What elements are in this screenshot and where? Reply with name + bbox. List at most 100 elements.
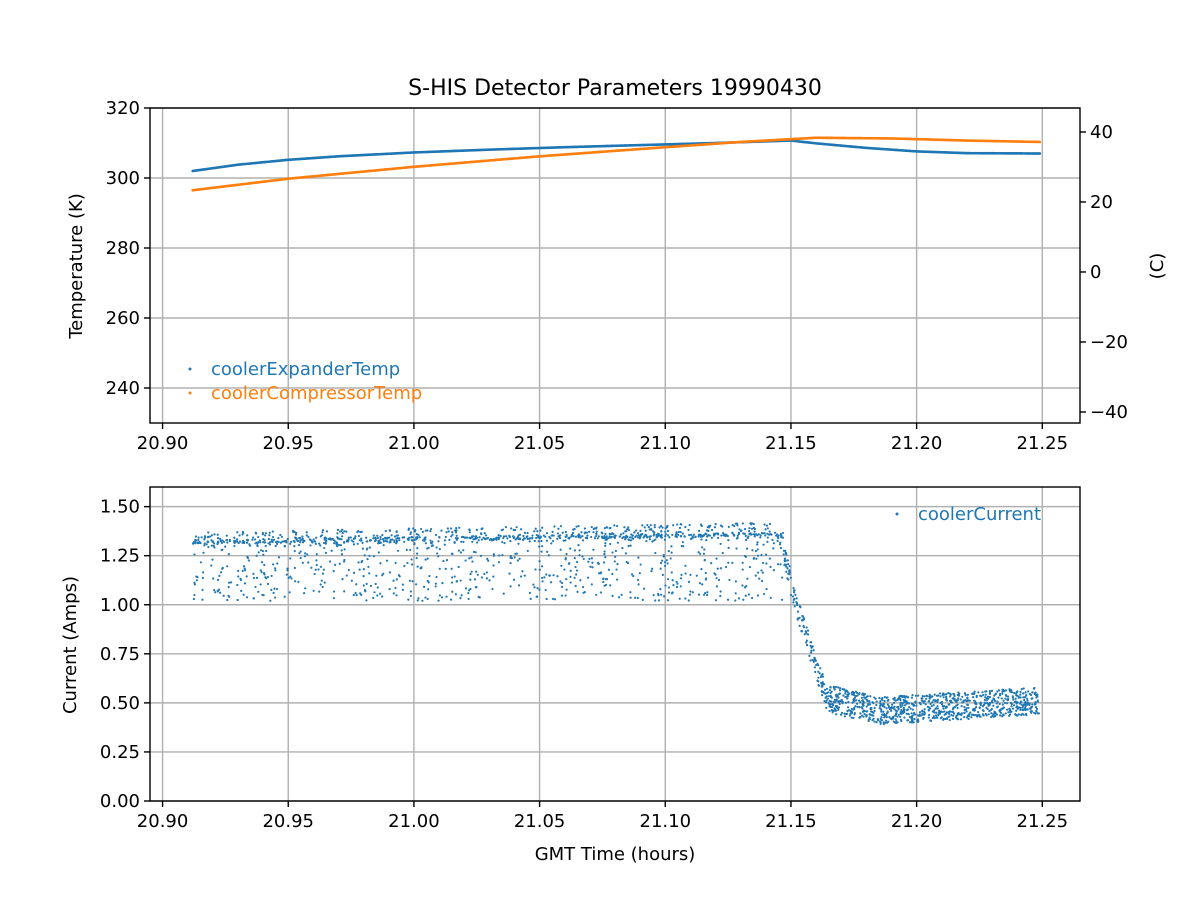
data-point [977, 714, 980, 717]
data-point [875, 703, 878, 707]
data-point [1015, 702, 1018, 705]
data-point [1011, 691, 1014, 694]
data-point [982, 709, 985, 713]
data-point [323, 546, 326, 550]
data-point [903, 695, 906, 698]
data-point [829, 694, 832, 698]
data-point [262, 572, 266, 575]
data-point [843, 715, 847, 718]
data-point [850, 716, 853, 719]
data-point [680, 523, 683, 526]
legend-marker-current [895, 512, 899, 516]
data-point [1001, 715, 1004, 718]
data-point [663, 561, 667, 564]
data-point [719, 567, 722, 570]
data-point [672, 584, 675, 587]
data-point [837, 708, 840, 712]
data-point [485, 577, 488, 580]
data-point [426, 529, 429, 532]
data-point [938, 692, 942, 695]
data-point [457, 549, 460, 552]
data-point [1018, 702, 1021, 705]
data-point [474, 535, 478, 538]
data-point [541, 545, 544, 548]
data-point [443, 539, 447, 542]
data-point [833, 701, 837, 704]
data-point [764, 528, 767, 531]
data-point [485, 571, 488, 574]
data-point [636, 578, 640, 582]
data-point [476, 573, 479, 576]
data-point [903, 704, 907, 707]
data-point [634, 596, 637, 599]
data-point [590, 535, 593, 539]
data-point [688, 523, 691, 527]
data-point [491, 587, 494, 591]
data-point [556, 532, 560, 535]
data-point [714, 523, 717, 526]
data-point [1026, 697, 1029, 700]
data-point [354, 591, 357, 595]
data-point [650, 570, 653, 573]
data-point [950, 701, 954, 704]
data-point [1006, 698, 1009, 701]
data-point [573, 557, 576, 560]
data-point [520, 528, 523, 531]
data-point [438, 535, 441, 539]
data-point [709, 524, 712, 527]
data-point [347, 538, 350, 541]
data-point [834, 704, 838, 708]
data-point [298, 543, 301, 547]
data-point [787, 562, 790, 566]
data-point [886, 696, 889, 699]
data-point [623, 526, 626, 529]
data-point [733, 524, 736, 528]
data-point [862, 704, 865, 707]
data-point [817, 676, 820, 679]
data-point [844, 689, 847, 692]
data-point [1025, 694, 1028, 697]
data-point [945, 697, 948, 700]
data-point [599, 591, 603, 594]
data-point [702, 552, 706, 555]
data-point [809, 644, 812, 647]
data-point [518, 538, 522, 541]
data-point [760, 569, 763, 572]
data-point [558, 534, 561, 537]
data-point [967, 699, 970, 702]
data-point [645, 540, 648, 543]
data-point [714, 573, 717, 576]
data-point [1031, 703, 1034, 706]
data-point [618, 535, 621, 538]
data-point [366, 558, 369, 561]
data-point [1022, 713, 1025, 716]
data-point [221, 566, 224, 570]
data-point [368, 572, 371, 575]
data-point [938, 712, 942, 715]
data-point [846, 697, 849, 700]
data-point [930, 705, 933, 708]
data-point [849, 709, 852, 713]
data-point [763, 532, 766, 535]
data-point [612, 533, 615, 536]
data-point [660, 535, 663, 538]
data-point [766, 540, 769, 543]
data-point [861, 699, 864, 702]
data-point [233, 541, 236, 545]
data-point [649, 535, 652, 538]
data-point [197, 538, 200, 541]
data-point [192, 597, 195, 601]
data-point [865, 710, 868, 713]
data-point [706, 593, 709, 597]
data-point [973, 699, 976, 702]
data-point [716, 567, 719, 570]
data-point [753, 533, 756, 536]
data-point [598, 572, 601, 575]
data-point [624, 538, 627, 541]
data-point [1024, 691, 1027, 694]
data-point [788, 565, 791, 568]
data-point [228, 595, 231, 598]
data-point [233, 536, 236, 539]
data-point [700, 534, 703, 537]
data-point [239, 578, 243, 582]
